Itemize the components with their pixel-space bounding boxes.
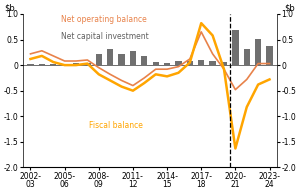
Bar xyxy=(96,54,102,65)
Text: Fiscal balance: Fiscal balance xyxy=(89,121,143,130)
Bar xyxy=(130,51,136,65)
Bar xyxy=(61,64,68,65)
Bar xyxy=(164,63,170,65)
Bar xyxy=(39,64,45,65)
Text: Net capital investment: Net capital investment xyxy=(61,32,148,41)
Bar xyxy=(118,54,125,65)
Text: Net operating balance: Net operating balance xyxy=(61,16,146,25)
Bar xyxy=(187,61,193,65)
Text: $b: $b xyxy=(5,3,15,12)
Bar xyxy=(209,61,216,65)
Bar xyxy=(153,61,159,65)
Bar xyxy=(198,60,204,65)
Bar xyxy=(232,30,239,65)
Bar xyxy=(141,56,147,65)
Bar xyxy=(244,49,250,65)
Bar xyxy=(27,64,34,65)
Bar xyxy=(73,63,79,65)
Bar xyxy=(221,61,227,65)
Bar xyxy=(84,63,91,65)
Bar xyxy=(107,49,113,65)
Bar xyxy=(50,64,56,65)
Bar xyxy=(266,46,273,65)
Text: $b: $b xyxy=(285,3,295,12)
Bar xyxy=(175,61,182,65)
Bar xyxy=(255,39,261,65)
